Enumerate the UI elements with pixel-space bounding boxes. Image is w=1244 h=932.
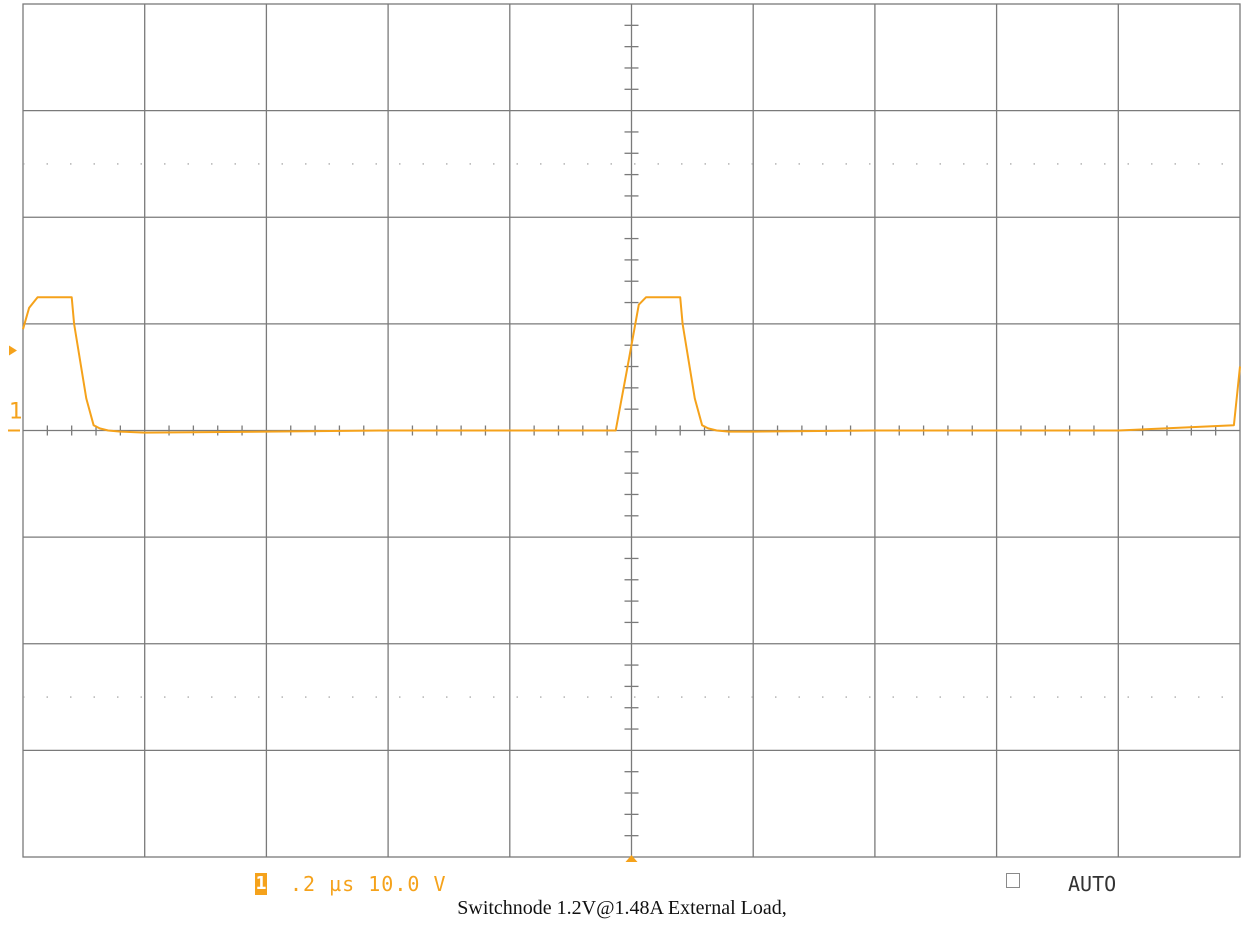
figure-caption: Switchnode 1.2V@1.48A External Load,	[457, 897, 787, 919]
graticule-grid	[22, 3, 1241, 858]
channel-1-level-label: 1	[9, 400, 23, 425]
channel-1-trace	[22, 296, 1241, 434]
ground-level-marker	[8, 429, 20, 432]
trigger-position-marker	[625, 855, 638, 862]
channel-markers	[8, 345, 638, 862]
trigger-status-box	[1006, 873, 1020, 888]
trigger-level-marker	[9, 345, 17, 356]
trigger-mode-label: AUTO	[1068, 872, 1117, 896]
channel-1-badge: 1	[255, 873, 267, 895]
timebase-readout: .2 µs 10.0 V	[290, 872, 447, 896]
